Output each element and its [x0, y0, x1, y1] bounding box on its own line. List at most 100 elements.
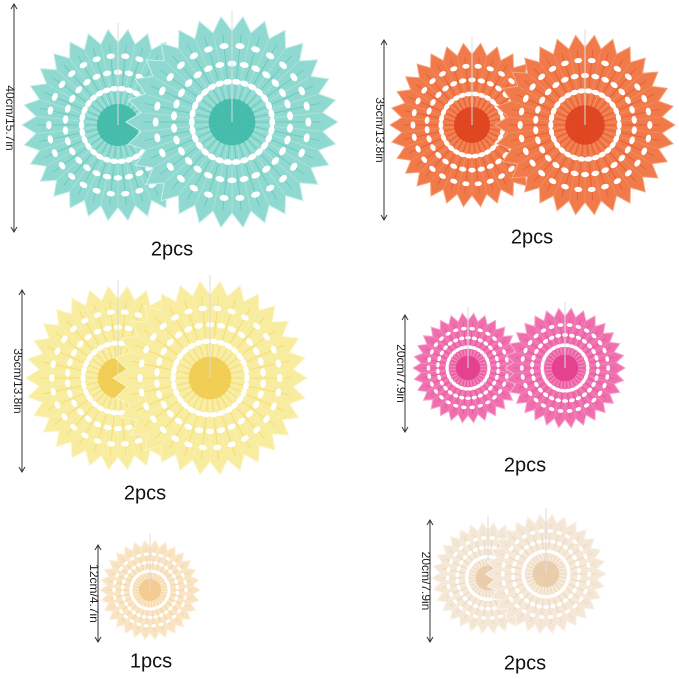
fan-hole — [456, 565, 461, 572]
fan-hole — [517, 121, 523, 129]
fan-hole — [555, 344, 561, 349]
fan-hole — [189, 125, 196, 135]
fan-hole — [262, 165, 271, 173]
fan-hole — [171, 435, 179, 442]
fan-hole — [521, 609, 528, 614]
fan-hole — [287, 123, 293, 133]
fan-hole — [194, 323, 204, 329]
fan-hole — [165, 579, 170, 585]
fan-hole — [174, 417, 183, 425]
fan-hole — [120, 309, 129, 315]
fan-hole — [113, 425, 123, 432]
fan-hole — [540, 369, 545, 376]
fan-hole — [102, 173, 112, 180]
fan-hole — [463, 345, 469, 350]
fan-hole — [49, 373, 55, 383]
fan-hole — [497, 388, 503, 394]
fan-hole — [96, 344, 105, 351]
fan-hole — [545, 549, 552, 554]
fan-hole — [171, 381, 177, 390]
fan-hole — [591, 348, 596, 355]
fan-hole — [484, 149, 491, 155]
fan-hole — [426, 107, 432, 115]
arrow-head — [18, 289, 26, 473]
fan-hole — [549, 604, 556, 609]
fan-hole — [447, 390, 453, 395]
fan-hole — [96, 405, 105, 412]
fan-hole — [174, 331, 183, 339]
fan-hole — [556, 530, 563, 535]
fan-hole — [143, 402, 150, 411]
fan-hole — [85, 99, 92, 108]
fan-hole — [535, 136, 541, 145]
fan-hole — [189, 52, 199, 60]
fan-hole — [450, 81, 458, 87]
size-label: 12cm/4.7in — [87, 564, 101, 623]
fan-hole — [181, 602, 185, 608]
fan-hole — [430, 99, 436, 106]
fan-hole — [564, 388, 571, 393]
fan-hole — [535, 105, 541, 114]
fan-hole — [562, 598, 569, 604]
fan-hole — [450, 178, 458, 184]
fan-hole — [561, 76, 569, 83]
fan-hole — [145, 607, 151, 611]
fan-hole — [483, 341, 489, 346]
fan-hole — [223, 78, 233, 85]
fan-hole — [290, 162, 298, 171]
fan-hole — [591, 381, 596, 388]
fan-hole — [522, 94, 529, 103]
fan-hole — [531, 375, 536, 382]
fan-hole — [80, 373, 86, 383]
fan-hole — [458, 605, 464, 611]
fan-hole — [536, 550, 542, 555]
fan-hole — [268, 125, 275, 135]
fan-hole — [562, 557, 567, 564]
fan-hole — [587, 387, 592, 393]
fan-hole — [91, 400, 99, 408]
fan-hole — [171, 573, 176, 579]
fan-hole — [240, 80, 249, 87]
fan-hole — [166, 591, 171, 597]
fan-hole — [522, 147, 529, 156]
fan-hole — [477, 393, 483, 398]
fan-hole — [624, 96, 631, 104]
arrow-head — [426, 519, 434, 643]
fan-hole — [527, 340, 533, 346]
fan-hole — [581, 392, 588, 398]
fan-hole — [236, 352, 244, 361]
fan-hole — [166, 162, 174, 171]
fan-hole — [445, 331, 451, 336]
fan-hole — [223, 159, 233, 166]
fan-hole — [120, 590, 125, 596]
fan-hole — [564, 534, 571, 539]
fan-hole — [50, 387, 56, 396]
fan-hole — [411, 133, 417, 141]
fan-hole — [533, 397, 539, 403]
fan-hole — [555, 387, 561, 392]
fan-hole — [240, 157, 249, 164]
size-label: 35cm/13.8in — [11, 348, 25, 413]
fan-hole — [548, 178, 557, 185]
fan-hole — [613, 107, 620, 115]
fan-hole — [458, 78, 467, 84]
fan-hole — [533, 126, 539, 135]
fan-hole — [450, 163, 458, 169]
fan-hole — [440, 134, 447, 142]
fan-hole — [183, 594, 187, 601]
fan-hole — [531, 591, 538, 596]
fan-hole — [138, 359, 145, 368]
fan-hole — [154, 133, 161, 143]
fan-hole — [227, 177, 237, 184]
fan-hole — [439, 350, 444, 356]
fan-hole — [445, 365, 449, 371]
fan-hole — [158, 622, 164, 627]
fan-hole — [145, 569, 151, 573]
fan-hole — [426, 135, 432, 143]
fan-hole — [83, 78, 91, 86]
fan-hole — [472, 547, 479, 552]
fan-hole — [583, 328, 590, 333]
fan-hole — [529, 541, 536, 546]
fan-hole — [174, 596, 178, 601]
fan-hole — [453, 393, 459, 398]
